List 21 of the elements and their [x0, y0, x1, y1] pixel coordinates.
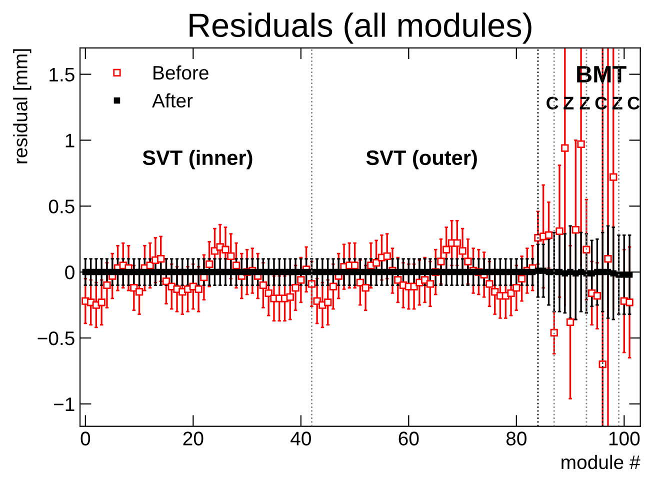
annotation: SVT (outer): [366, 150, 477, 170]
legend-label: Before: [154, 65, 208, 80]
x-tick-label: 40: [290, 432, 311, 446]
x-tick-label: 20: [183, 432, 204, 446]
x-tick-label: 80: [506, 432, 526, 446]
annotation: C: [546, 96, 558, 110]
chart-title: Residuals (all modules): [190, 12, 532, 44]
y-tick-label: 0: [65, 266, 74, 280]
y-tick-label: 1: [66, 134, 74, 148]
y-tick-label: 1.5: [50, 68, 74, 82]
annotation: C: [628, 96, 640, 110]
legend-label: After: [152, 93, 193, 108]
y-tick-label: −0.5: [38, 331, 74, 346]
annotation: SVT (inner): [142, 150, 252, 170]
y-tick-label: 0.5: [48, 200, 74, 214]
x-tick-label: 60: [398, 432, 419, 446]
y-tick-label: −1: [54, 398, 74, 411]
x-tick-label: 100: [609, 432, 640, 446]
y-axis-title: residual [mm]: [13, 49, 32, 164]
x-tick-label: 0: [80, 432, 90, 446]
x-axis-title: module #: [562, 454, 640, 470]
